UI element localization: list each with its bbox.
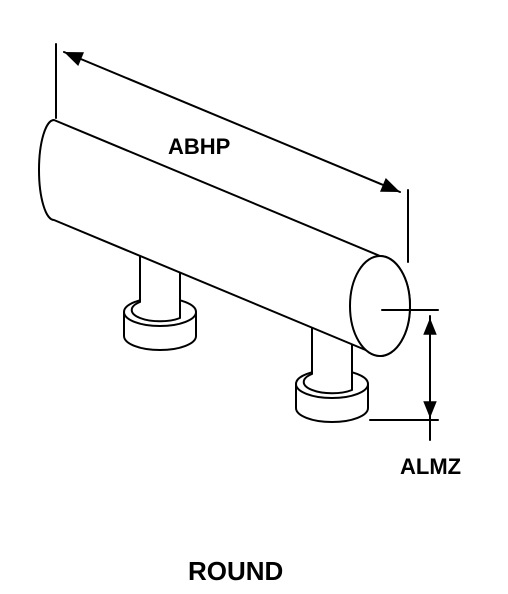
diagram-title: ROUND	[188, 556, 283, 587]
length-dimension-label: ABHP	[168, 134, 230, 160]
diagram-svg	[0, 0, 508, 594]
diagram-canvas: ABHP ALMZ ROUND	[0, 0, 508, 594]
height-dimension-label: ALMZ	[400, 454, 461, 480]
